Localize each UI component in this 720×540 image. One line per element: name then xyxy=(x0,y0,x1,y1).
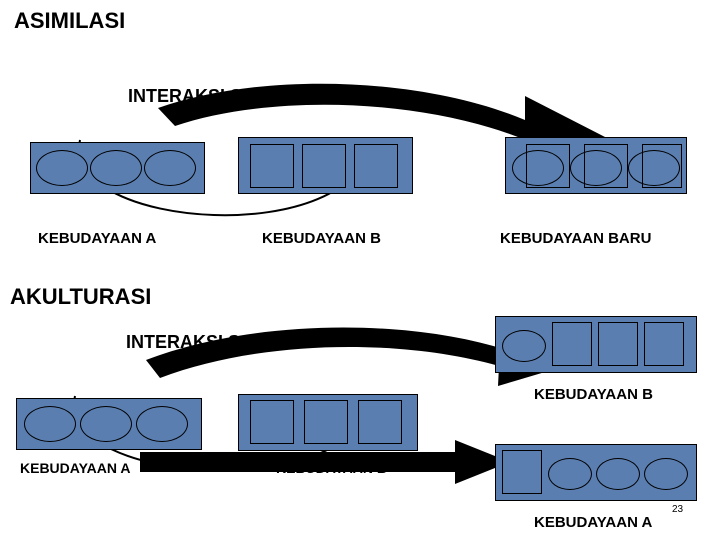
shape-square xyxy=(250,144,294,188)
shape-ellipse xyxy=(36,150,88,186)
label-keb-b-2: KEBUDAYAAN B xyxy=(534,386,653,403)
label-keb-baru: KEBUDAYAAN BARU xyxy=(500,230,651,247)
shape-square xyxy=(250,400,294,444)
label-keb-b-3: KEBUDAYAAN B xyxy=(276,460,387,476)
shape-ellipse xyxy=(144,150,196,186)
shape-square xyxy=(584,144,628,188)
label-interaksi-2: INTERAKSI SOSIAL xyxy=(126,332,295,353)
shape-square xyxy=(552,322,592,366)
shape-square xyxy=(526,144,570,188)
shape-square xyxy=(354,144,398,188)
title-akulturasi: AKULTURASI xyxy=(10,284,151,310)
shape-square xyxy=(502,450,542,494)
label-keb-a-1: KEBUDAYAAN A xyxy=(38,230,156,247)
page-number: 23 xyxy=(672,504,683,515)
shape-square xyxy=(642,144,682,188)
label-keb-b-1: KEBUDAYAAN B xyxy=(262,230,381,247)
shape-square xyxy=(302,144,346,188)
shape-ellipse xyxy=(548,458,592,490)
shape-ellipse xyxy=(80,406,132,442)
title-asimilasi: ASIMILASI xyxy=(14,8,125,34)
label-keb-a-3: KEBUDAYAAN A xyxy=(534,514,652,531)
shape-ellipse xyxy=(136,406,188,442)
shape-square xyxy=(644,322,684,366)
shape-ellipse xyxy=(24,406,76,442)
shape-square xyxy=(598,322,638,366)
label-keb-a-2: KEBUDAYAAN A xyxy=(20,460,130,476)
shape-ellipse xyxy=(502,330,546,362)
shape-ellipse xyxy=(596,458,640,490)
shape-ellipse xyxy=(90,150,142,186)
shape-ellipse xyxy=(644,458,688,490)
shape-square xyxy=(304,400,348,444)
shape-square xyxy=(358,400,402,444)
label-interaksi-1: INTERAKSI SOSIAL xyxy=(128,86,297,107)
